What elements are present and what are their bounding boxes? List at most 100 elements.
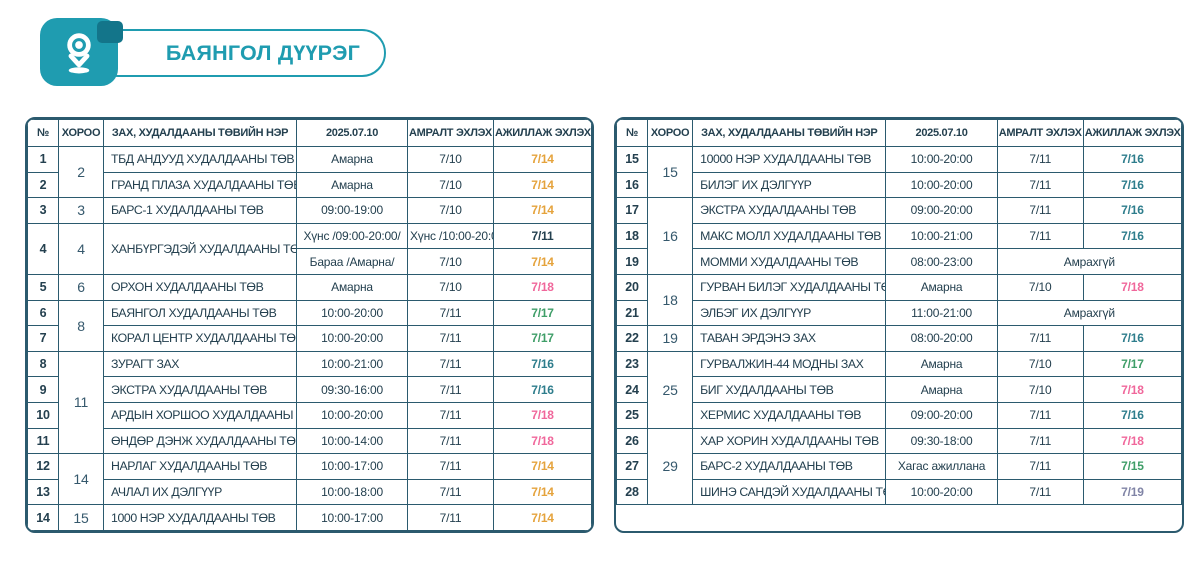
schedule-cell: 08:00-20:00 [885,325,998,352]
rest-start-cell: 7/11 [407,504,494,531]
schedule-cell: 10:00-17:00 [296,504,408,531]
center-name-cell: ЭЛБЭГ ИХ ДЭЛГҮҮР [692,299,887,327]
table-row: 22 19 ТАВАН ЭРДЭНЭ ЗАХ 08:00-20:00 7/11 7/16 [616,325,1182,352]
work-start-cell: 7/16 [1082,401,1182,429]
rest-start-cell: 7/11 [996,427,1084,455]
schedule-cell: 10:00-17:00 [296,453,408,480]
khoroo-cell: 14 [58,453,104,506]
schedule-cell: 09:00-19:00 [296,197,408,224]
table-row: 17 16 ЭКСТРА ХУДАЛДААНЫ ТӨВ 09:00-20:00 7/11… [616,197,1182,275]
table-row: 9 ЭКСТРА ХУДАЛДААНЫ ТӨВ 09:30-16:00 7/11 7/1… [27,376,592,403]
work-start-cell: 7/18 [493,273,592,301]
column-header: ЗАХ, ХУДАЛДААНЫ ТӨВИЙН НЭР [692,119,887,147]
table-row: 25 ХЕРМИС ХУДАЛДААНЫ ТӨВ 09:00-20:00 7/11 7/… [616,401,1182,429]
table-row: 27 БАРС-2 ХУДАЛДААНЫ ТӨВ Хагас ажиллана 7/1… [616,453,1182,480]
rest-start-cell: 7/10 [996,376,1084,403]
schedule-cell: 10:00-20:00 [296,401,408,429]
schedule-cell: Хагас ажиллана [885,453,998,480]
column-header: АМРАЛТ ЭХЛЭХ [996,119,1084,147]
work-start-cell: 7/11 [493,222,592,250]
center-name-cell: АЧЛАЛ ИХ ДЭЛГҮҮР [103,478,297,506]
table-row: 16 БИЛЭГ ИХ ДЭЛГҮҮР 10:00-20:00 7/11 7/16 [616,171,1182,199]
table-row: 7 КОРАЛ ЦЕНТР ХУДАЛДААНЫ ТӨВ 10:00-20:00 7/… [27,325,592,352]
khoroo-cell: 15 [58,504,104,531]
row-number-cell: 15 [616,146,649,173]
work-start-cell: 7/18 [1082,427,1182,455]
row-number-cell: 2 [27,171,59,199]
row-number-cell: 25 [616,401,649,429]
row-number-cell: 11 [27,427,59,455]
table-row: 23 25 ГУРВАЛЖИН-44 МОДНЫ ЗАХ Амарна 7/10 7/17 [616,350,1182,429]
center-name-cell: ТБД АНДУУД ХУДАЛДААНЫ ТӨВ [103,146,297,173]
row-number-cell: 7 [27,325,59,352]
schedule-cell: Амарна [296,171,408,199]
work-start-cell: 7/14 [493,248,592,275]
rest-start-cell: Хүнс /10:00-20:00/ [407,222,494,250]
khoroo-cell: 2 [58,145,104,199]
row-number-cell: 16 [616,171,649,199]
center-name-cell: МАКС МОЛЛ ХУДАЛДААНЫ ТӨВ [692,222,887,250]
schedule-cell: Хүнс /09:00-20:00/ [296,222,408,250]
schedule-cell: 09:00-20:00 [885,401,998,429]
rest-start-cell: 7/11 [996,197,1084,224]
column-header: № [616,119,649,147]
table-row: 3 3 БАРС-1 ХУДАЛДААНЫ ТӨВ 09:00-19:00 7/10 7/… [27,197,592,224]
work-start-cell: 7/17 [1082,350,1182,378]
table-row: 12 14 НАРЛАГ ХУДАЛДААНЫ ТӨВ 10:00-17:00 7/11… [27,453,592,506]
work-start-cell: 7/17 [493,325,592,352]
row-number-cell: 26 [616,427,649,455]
row-number-cell: 1 [27,146,59,173]
center-name-cell: ОРХОН ХУДАЛДААНЫ ТӨВ [103,273,297,301]
rest-start-cell: 7/11 [407,453,494,480]
table-row: 19 МОММИ ХУДАЛДААНЫ ТӨВ 08:00-23:00 Амрахгү… [616,248,1182,275]
row-number-cell: 10 [27,401,59,429]
center-name-cell: ГРАНД ПЛАЗА ХУДАЛДААНЫ ТӨВ [103,171,297,199]
khoroo-cell: 3 [58,197,104,224]
center-name-cell: ӨНДӨР ДЭНЖ ХУДАЛДААНЫ ТӨВ [103,427,297,455]
district-name: БАЯНГОЛ ДҮҮРЭГ [165,40,361,65]
row-number-cell: 6 [27,299,59,327]
table-row: 20 18 ГУРВАН БИЛЭГ ХУДАЛДААНЫ ТӨВ Амарна 7/1… [616,273,1182,327]
center-name-cell: 10000 НЭР ХУДАЛДААНЫ ТӨВ [692,146,887,173]
rest-start-cell: 7/11 [996,171,1084,199]
row-number-cell: 27 [616,453,649,480]
schedule-cell: 09:00-20:00 [885,197,998,224]
khoroo-cell: 15 [647,145,694,199]
center-name-cell: БАРС-1 ХУДАЛДААНЫ ТӨВ [103,197,297,224]
center-name-cell: НАРЛАГ ХУДАЛДААНЫ ТӨВ [103,453,297,480]
center-name-cell: КОРАЛ ЦЕНТР ХУДАЛДААНЫ ТӨВ [103,325,297,352]
location-badge [40,18,123,86]
khoroo-cell: 25 [647,350,694,429]
work-start-cell: 7/16 [493,376,592,403]
schedule-cell: 10:00-21:00 [296,350,408,378]
row-number-cell: 14 [27,504,59,531]
work-start-cell: 7/16 [493,350,592,378]
shopping-centers-table-left: № ХОРОО ЗАХ, ХУДАЛДААНЫ ТӨВИЙН НЭР 2025.07.… [25,117,594,533]
center-name-cell: АРДЫН ХОРШОО ХУДАЛДААНЫ ТӨВ [103,401,297,429]
no-rest-cell: Амрахгүй [996,248,1182,275]
schedule-cell: Амарна [885,273,998,301]
center-name-cell: БАРС-2 ХУДАЛДААНЫ ТӨВ [692,453,887,480]
row-number-cell: 23 [616,350,649,378]
location-pin-icon [57,29,101,75]
center-name-cell: ГУРВАН БИЛЭГ ХУДАЛДААНЫ ТӨВ [692,273,887,301]
khoroo-cell: 4 [58,222,104,275]
table-row: 28 ШИНЭ САНДЭЙ ХУДАЛДААНЫ ТӨВ 10:00-20:00 7… [616,478,1182,506]
table-row: 26 29 ХАР ХОРИН ХУДАЛДААНЫ ТӨВ 09:30-18:00 7… [616,427,1182,506]
schedule-cell: 11:00-21:00 [885,299,998,327]
table-row: 8 11 ЗУРАГТ ЗАХ 10:00-21:00 7/11 7/16 [27,350,592,455]
khoroo-cell: 16 [647,197,694,275]
work-start-cell: 7/16 [1082,146,1182,173]
work-start-cell: 7/14 [493,453,592,480]
center-name-cell: ГУРВАЛЖИН-44 МОДНЫ ЗАХ [692,350,887,378]
column-header: 2025.07.10 [296,119,408,147]
row-number-cell: 3 [27,197,59,224]
rest-start-cell: 7/10 [996,350,1084,378]
work-start-cell: 7/18 [493,427,592,455]
rest-start-cell: 7/10 [407,248,494,275]
schedule-cell: 10:00-21:00 [885,222,998,250]
schedule-cell: Амарна [296,273,408,301]
column-header: АЖИЛЛАЖ ЭХЛЭХ [493,119,592,147]
schedule-cell: Амарна [885,376,998,403]
table-row: 11 ӨНДӨР ДЭНЖ ХУДАЛДААНЫ ТӨВ 10:00-14:00 7/… [27,427,592,455]
